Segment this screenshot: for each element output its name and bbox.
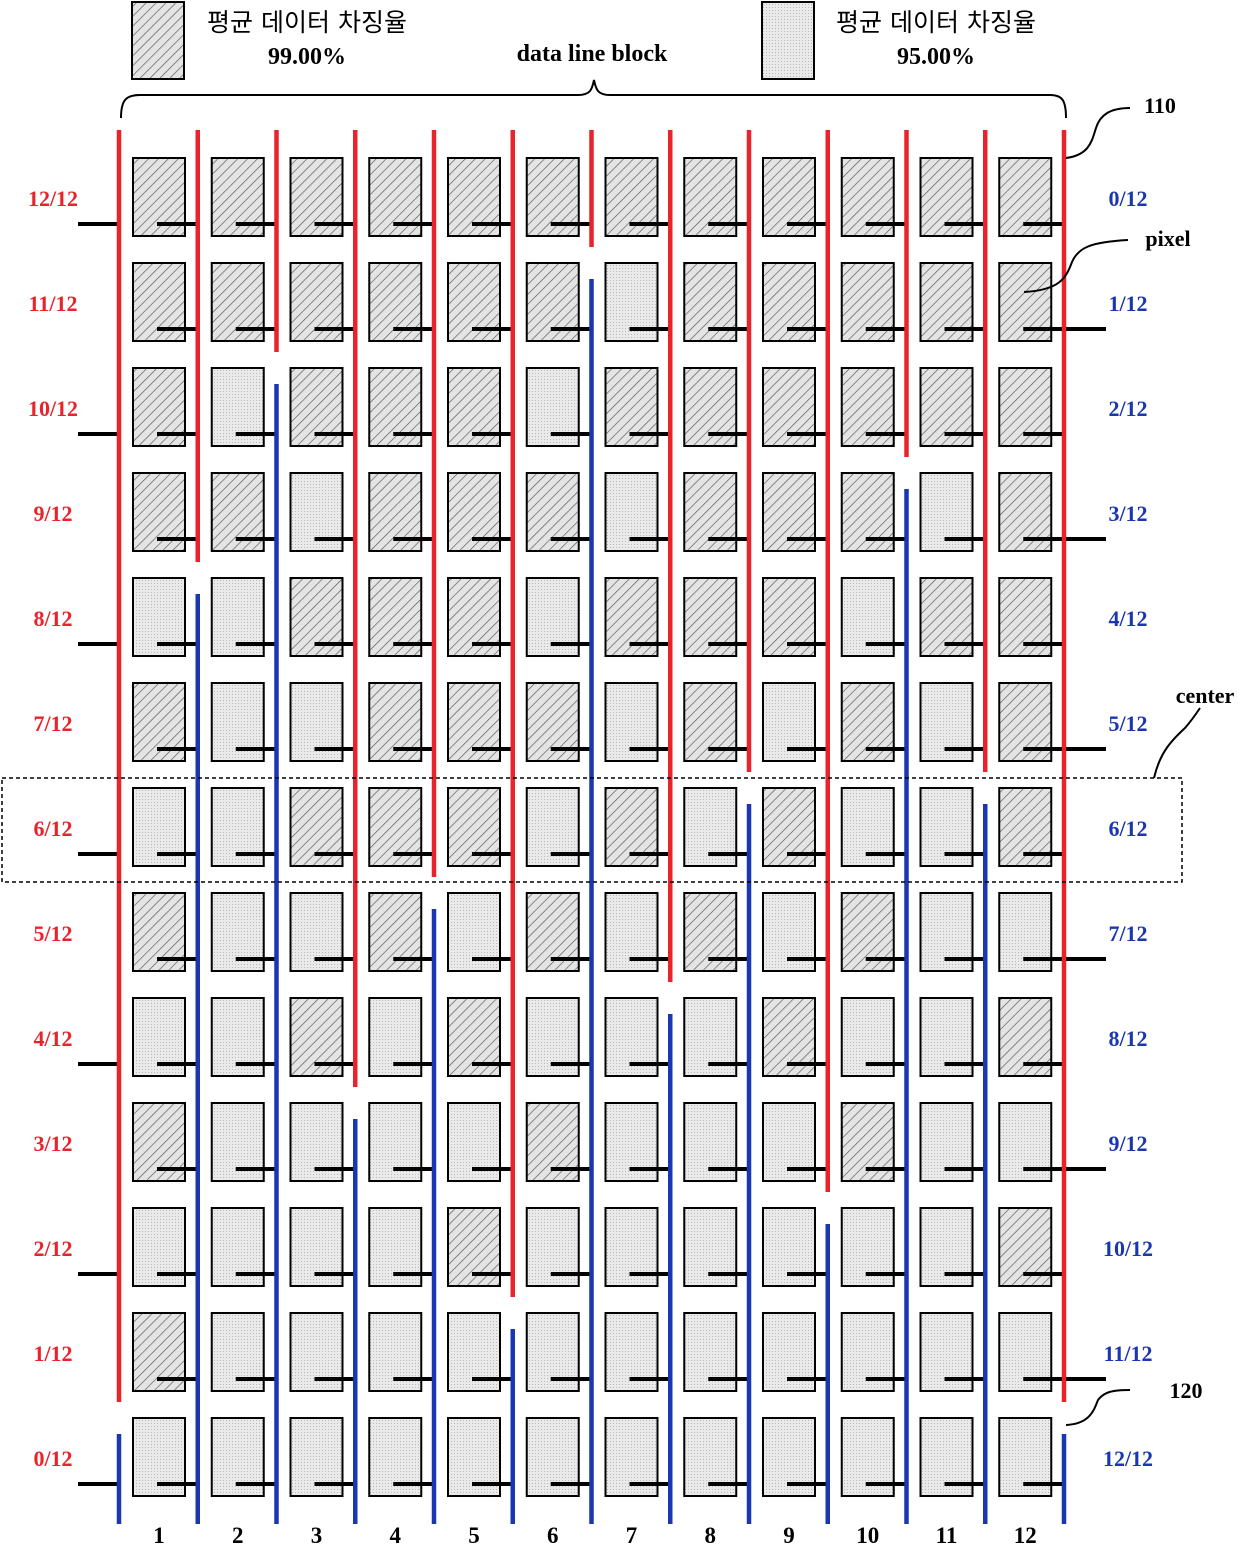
- legend-label: 평균 데이터 차징율: [207, 8, 407, 37]
- callout-label: 120: [1170, 1378, 1203, 1403]
- callout-line: [1066, 1390, 1130, 1425]
- row-label-left: 12/12: [28, 186, 78, 211]
- column-labels: 123456789101112: [153, 1523, 1037, 1548]
- legend-swatch-hatched: [132, 2, 184, 79]
- row-label-left: 5/12: [33, 921, 72, 946]
- row-label-left: 1/12: [33, 1341, 72, 1366]
- row-label-left: 11/12: [29, 291, 78, 316]
- legend-item-dotted: 평균 데이터 차징율 95.00%: [762, 2, 1036, 79]
- row-label-right: 2/12: [1108, 396, 1147, 421]
- callout-120: 120: [1066, 1378, 1203, 1425]
- column-label: 9: [783, 1523, 795, 1548]
- row-label-right: 6/12: [1108, 816, 1147, 841]
- row-label-right: 1/12: [1108, 291, 1147, 316]
- row-label-right: 5/12: [1108, 711, 1147, 736]
- callout-line: [1154, 708, 1200, 778]
- column-label: 11: [936, 1523, 958, 1548]
- row-label-right: 10/12: [1103, 1236, 1153, 1261]
- column-label: 5: [468, 1523, 480, 1548]
- row-label-left: 3/12: [33, 1131, 72, 1156]
- row-label-left: 4/12: [33, 1026, 72, 1051]
- row-label-left: 2/12: [33, 1236, 72, 1261]
- left-row-labels: 12/12 11/12 10/12 9/12 8/12 7/12 6/12 5/12 4/12 3…: [28, 186, 78, 1471]
- callout-label: center: [1176, 683, 1235, 708]
- row-label-right: 12/12: [1103, 1446, 1153, 1471]
- row-label-right: 8/12: [1108, 1026, 1147, 1051]
- column-label: 8: [705, 1523, 717, 1548]
- callout-line: [1066, 108, 1130, 158]
- legend-swatch-dotted: [762, 2, 814, 79]
- legend-value: 95.00%: [897, 44, 975, 70]
- row-label-right: 11/12: [1104, 1341, 1153, 1366]
- row-label-left: 8/12: [33, 606, 72, 631]
- row-label-left: 6/12: [33, 816, 72, 841]
- column-label: 6: [547, 1523, 559, 1548]
- block-brace: [121, 80, 1066, 118]
- right-row-labels: 0/12 1/12 2/12 3/12 4/12 5/12 6/12 7/12 8/12 9/12…: [1103, 186, 1153, 1471]
- column-label: 4: [390, 1523, 402, 1548]
- row-label-left: 0/12: [33, 1446, 72, 1471]
- row-label-right: 9/12: [1108, 1131, 1147, 1156]
- row-label-left: 10/12: [28, 396, 78, 421]
- column-label: 10: [856, 1523, 879, 1548]
- column-label: 3: [311, 1523, 323, 1548]
- callout-110: 110: [1066, 93, 1176, 158]
- row-label-left: 9/12: [33, 501, 72, 526]
- callout-center: center: [1154, 683, 1235, 778]
- block-label: data line block: [517, 41, 668, 67]
- row-label-right: 4/12: [1108, 606, 1147, 631]
- row-label-left: 7/12: [33, 711, 72, 736]
- callout-label: 110: [1144, 93, 1176, 118]
- legend-item-hatched: 평균 데이터 차징율 99.00%: [132, 2, 407, 79]
- column-label: 12: [1014, 1523, 1037, 1548]
- row-label-right: 7/12: [1108, 921, 1147, 946]
- legend-label: 평균 데이터 차징율: [836, 8, 1036, 37]
- callout-label: pixel: [1145, 226, 1190, 251]
- row-label-right: 0/12: [1108, 186, 1147, 211]
- legend-value: 99.00%: [268, 44, 346, 70]
- column-label: 1: [153, 1523, 165, 1548]
- column-label: 7: [626, 1523, 638, 1548]
- row-label-right: 3/12: [1108, 501, 1147, 526]
- column-label: 2: [232, 1523, 244, 1548]
